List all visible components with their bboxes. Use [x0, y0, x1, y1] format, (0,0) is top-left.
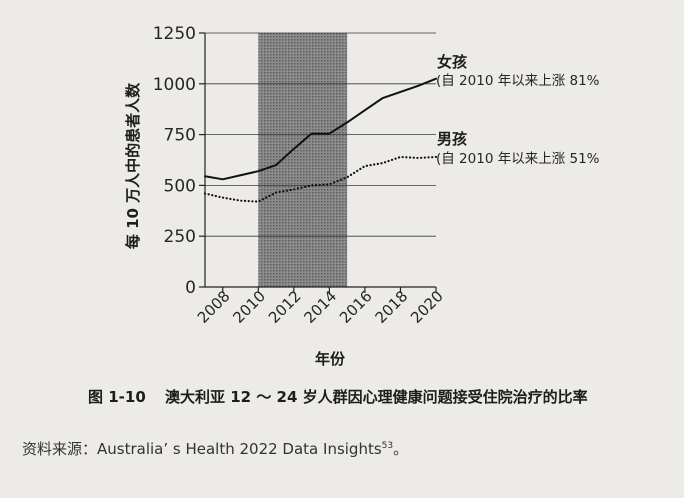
- source-suffix: 。: [393, 440, 409, 458]
- x-tick-label-2018: 2018: [372, 287, 412, 327]
- series-line-boys: [203, 155, 438, 203]
- y-tick-label-1250: 1250: [153, 24, 196, 44]
- y-tick-label-0: 0: [185, 278, 196, 298]
- series-line-girls: [204, 77, 437, 181]
- shaded-region: [258, 33, 348, 287]
- x-tick-label-2008: 2008: [194, 287, 234, 327]
- source-superscript: 53: [381, 441, 394, 451]
- x-tick-label-2014: 2014: [300, 287, 340, 327]
- y-tick-label-1000: 1000: [153, 75, 196, 95]
- y-tick-label-250: 250: [164, 227, 196, 247]
- legend-boys-name: 男孩: [437, 130, 467, 148]
- legend-boys-note: (自 2010 年以来上涨 51%: [436, 151, 600, 167]
- figure-title: 澳大利亚 12 ～ 24 岁人群因心理健康问题接受住院治疗的比率: [165, 388, 588, 406]
- figure-caption: 图 1-10 澳大利亚 12 ～ 24 岁人群因心理健康问题接受住院治疗的比率: [88, 386, 588, 407]
- figure-number: 图 1-10: [88, 388, 146, 406]
- x-tick-label-2012: 2012: [265, 287, 305, 327]
- x-axis-label: 年份: [315, 350, 346, 368]
- y-tick-label-750: 750: [164, 126, 196, 146]
- source-label: 资料来源：Australia’ s Health 2022 Data Insig…: [22, 440, 382, 458]
- legend-girls-name: 女孩: [437, 53, 467, 71]
- source-note: 资料来源：Australia’ s Health 2022 Data Insig…: [22, 438, 408, 459]
- x-tick-label-2010: 2010: [229, 287, 269, 327]
- y-axis-label: 每 10 万人中的患者人数: [124, 82, 142, 249]
- x-tick-label-2020: 2020: [407, 287, 447, 327]
- x-tick-label-2016: 2016: [336, 287, 376, 327]
- y-tick-label-500: 500: [164, 176, 196, 196]
- legend-girls-note: (自 2010 年以来上涨 81%: [436, 73, 600, 89]
